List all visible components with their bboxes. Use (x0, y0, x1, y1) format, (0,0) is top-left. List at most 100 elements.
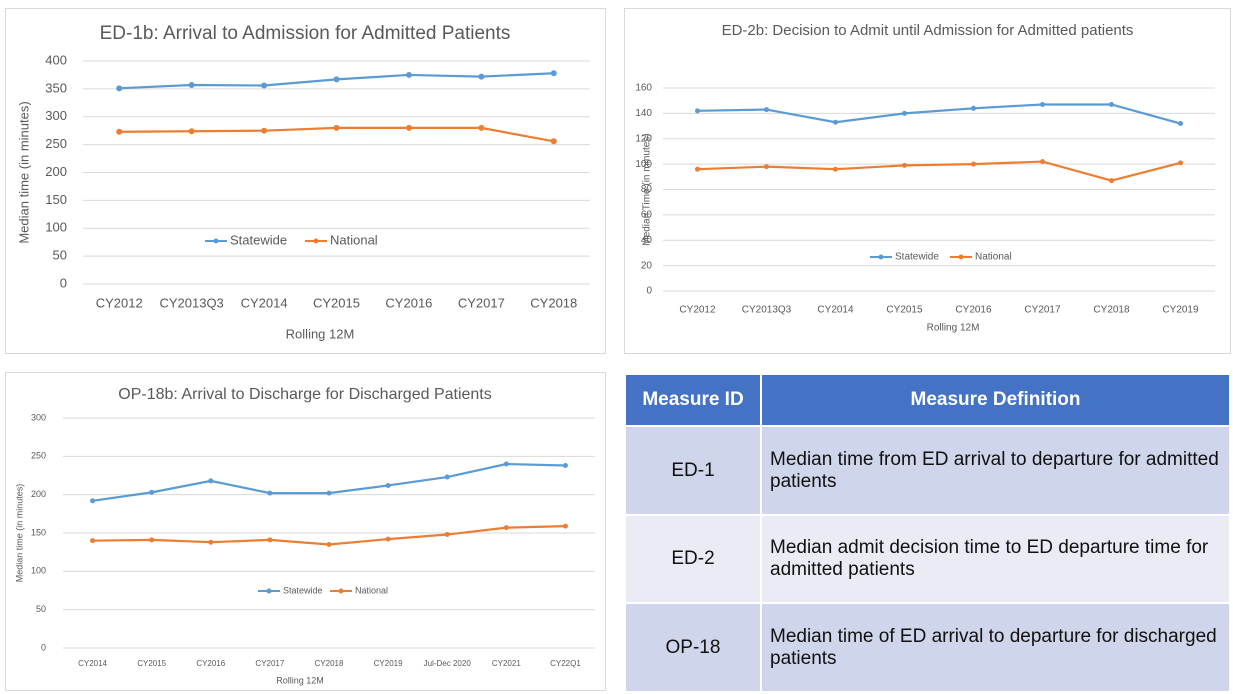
point (695, 108, 700, 114)
x-tick-label: CY2017 (458, 295, 505, 310)
point (385, 482, 391, 488)
chart-frame (624, 8, 1231, 354)
x-tick-label: CY2018 (530, 295, 577, 310)
point (971, 105, 976, 111)
x-tick-label: CY2013Q3 (159, 295, 223, 310)
measure-id: OP-18 (624, 602, 762, 693)
point (405, 124, 412, 131)
table-row: ED-1 Median time from ED arrival to depa… (624, 425, 1231, 516)
point (503, 525, 509, 531)
x-tick-label: CY2012 (96, 295, 143, 310)
y-axis-label: Median time (in minutes) (16, 101, 31, 243)
y-tick-label: 0 (60, 275, 67, 290)
x-tick-label: CY2019 (1162, 305, 1199, 316)
point (764, 107, 769, 113)
point (116, 128, 123, 135)
point (90, 538, 96, 544)
point (1109, 101, 1114, 107)
point (261, 127, 268, 134)
point (695, 166, 700, 172)
chart-title: OP-18b: Arrival to Discharge for Dischar… (118, 386, 492, 403)
y-tick-label: 250 (45, 136, 67, 151)
point (188, 128, 195, 135)
table-row: ED-2 Median admit decision time to ED de… (624, 513, 1231, 605)
y-tick-label: 100 (635, 159, 652, 170)
y-tick-label: 250 (31, 451, 46, 461)
legend-label: Statewide (895, 252, 939, 263)
y-tick-label: 350 (45, 80, 67, 95)
x-axis-label: Rolling 12M (927, 323, 980, 334)
point (1178, 160, 1183, 166)
point (333, 76, 340, 83)
point (503, 461, 509, 467)
y-tick-label: 200 (45, 164, 67, 179)
y-tick-label: 100 (31, 566, 46, 576)
point (562, 523, 568, 529)
y-tick-label: 100 (45, 220, 67, 235)
measure-table: Measure ID Measure Definition ED-1 Media… (624, 372, 1231, 693)
point (971, 161, 976, 167)
x-tick-label: CY2017 (1024, 305, 1061, 316)
series-line (697, 160, 1181, 182)
point (562, 463, 568, 469)
point (550, 70, 557, 77)
x-tick-label: CY2012 (679, 305, 716, 316)
y-tick-label: 120 (635, 133, 652, 144)
legend-label: National (330, 232, 378, 247)
point (833, 166, 838, 172)
legend-marker (313, 238, 319, 244)
measure-definition: Median admit decision time to ED departu… (760, 513, 1231, 605)
header-cell: Measure Definition (760, 372, 1231, 428)
y-tick-label: 160 (635, 83, 652, 94)
measure-definition: Median time of ED arrival to departure f… (760, 602, 1231, 693)
point (333, 124, 340, 131)
point (405, 71, 412, 78)
point (1040, 101, 1045, 107)
point (261, 82, 268, 89)
y-tick-label: 200 (31, 489, 46, 499)
measure-id: ED-2 (624, 513, 762, 605)
y-axis-label: Median time (in minutes) (14, 484, 24, 583)
y-tick-label: 300 (31, 412, 46, 422)
x-tick-label: CY2016 (385, 295, 432, 310)
point (902, 162, 907, 168)
point (1109, 178, 1114, 184)
y-tick-label: 0 (41, 642, 46, 652)
point (385, 536, 391, 542)
y-tick-label: 300 (45, 108, 67, 123)
table-row: OP-18 Median time of ED arrival to depar… (624, 602, 1231, 693)
x-tick-label: CY2021 (492, 659, 521, 668)
legend-label: National (355, 585, 388, 595)
x-tick-label: CY2014 (78, 659, 107, 668)
point (902, 110, 907, 116)
point (326, 490, 332, 496)
point (444, 474, 450, 480)
y-tick-label: 20 (641, 260, 653, 271)
legend-marker (878, 254, 884, 260)
legend-marker (338, 588, 344, 594)
point (833, 119, 838, 125)
point (267, 490, 273, 496)
measure-id: ED-1 (624, 425, 762, 516)
x-tick-label: CY2017 (255, 659, 284, 668)
legend-marker (213, 238, 219, 244)
x-tick-label: CY2014 (817, 305, 854, 316)
y-tick-label: 80 (641, 184, 653, 195)
x-tick-label: CY2018 (315, 659, 344, 668)
point (550, 138, 557, 145)
point (267, 537, 273, 543)
legend-label: Statewide (283, 585, 323, 595)
series-line (697, 103, 1181, 125)
x-tick-label: CY2015 (137, 659, 166, 668)
point (188, 81, 195, 88)
chart-frame (5, 372, 606, 691)
x-tick-label: CY2016 (955, 305, 992, 316)
point (1040, 159, 1045, 165)
legend-label: Statewide (230, 232, 287, 247)
y-tick-label: 40 (641, 235, 653, 246)
point (1178, 121, 1183, 127)
x-tick-label: CY2016 (196, 659, 225, 668)
point (149, 537, 155, 543)
point (116, 85, 123, 92)
